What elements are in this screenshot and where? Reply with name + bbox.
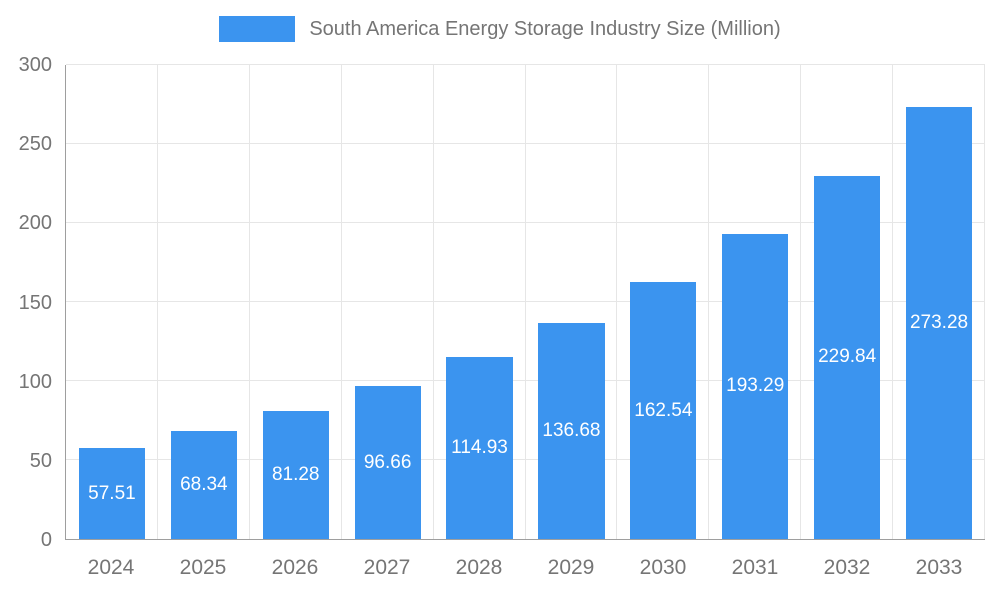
plot-area: 57.51 68.34 81.28 96.66 114.93 136.68 162.54 19…: [65, 64, 985, 540]
x-tick-label: 2032: [823, 556, 871, 579]
bar-2028[interactable]: 114.93: [446, 357, 513, 539]
h-gridline: [66, 64, 985, 65]
v-gridline: [432, 65, 434, 539]
h-gridline: [66, 222, 985, 224]
bar-value-label: 162.54: [634, 399, 693, 421]
x-tick-label: 2030: [639, 556, 687, 579]
bar-value-label: 193.29: [726, 375, 785, 397]
bar-value-label: 114.93: [451, 437, 508, 459]
x-tick-label: 2028: [455, 556, 503, 579]
y-tick-label: 50: [29, 449, 52, 472]
bar-2031[interactable]: 193.29: [722, 233, 789, 539]
v-gridline: [156, 65, 158, 539]
x-tick-label: 2033: [915, 556, 963, 579]
bar-value-label: 273.28: [909, 312, 969, 334]
h-gridline: [66, 380, 985, 382]
y-tick-label: 250: [18, 133, 52, 156]
h-gridline: [66, 301, 985, 302]
bar-2029[interactable]: 136.68: [538, 323, 605, 539]
bar-2030[interactable]: 162.54: [630, 282, 697, 539]
v-gridline: [708, 65, 710, 539]
x-tick-label: 2025: [179, 556, 227, 579]
x-tick-label: 2029: [547, 556, 595, 579]
bar-2025[interactable]: 68.34: [170, 431, 237, 539]
bar-value-label: 68.34: [180, 474, 228, 496]
bar-value-label: 57.51: [88, 482, 136, 504]
x-tick-label: 2024: [87, 556, 135, 579]
h-gridline: [66, 459, 985, 461]
h-gridline: [66, 143, 985, 144]
x-tick-label: 2027: [363, 556, 411, 579]
legend-swatch: [219, 16, 296, 42]
x-axis: 2024 2025 2026 2027 2028 2029 2030 2031 2032 2033: [65, 550, 985, 584]
bar-2024[interactable]: 57.51: [78, 448, 146, 539]
y-axis: 0 50 100 150 200 250 300: [0, 55, 52, 550]
y-tick-label: 0: [40, 529, 52, 551]
v-gridline: [984, 65, 985, 539]
bar-2033[interactable]: 273.28: [905, 107, 973, 539]
v-gridline: [800, 65, 802, 539]
chart-title: South America Energy Storage Industry Si…: [309, 17, 781, 40]
bar-2032[interactable]: 229.84: [814, 175, 881, 539]
bar-value-label: 229.84: [818, 346, 877, 368]
v-gridline: [248, 65, 250, 539]
legend: South America Energy Storage Industry Si…: [0, 16, 1000, 42]
y-tick-label: 200: [18, 212, 52, 235]
y-tick-label: 100: [18, 370, 52, 393]
x-tick-label: 2031: [731, 556, 779, 579]
y-tick-label: 300: [18, 54, 52, 76]
bar-2027[interactable]: 96.66: [354, 386, 421, 539]
bar-value-label: 96.66: [363, 451, 412, 473]
v-gridline: [616, 65, 618, 539]
bar-value-label: 136.68: [542, 420, 601, 442]
bar-2026[interactable]: 81.28: [262, 410, 329, 539]
v-gridline: [524, 65, 526, 539]
y-tick-label: 150: [18, 291, 52, 314]
v-gridline: [892, 65, 894, 539]
v-gridline: [340, 65, 342, 539]
x-tick-label: 2026: [271, 556, 319, 579]
bar-value-label: 81.28: [271, 463, 320, 485]
